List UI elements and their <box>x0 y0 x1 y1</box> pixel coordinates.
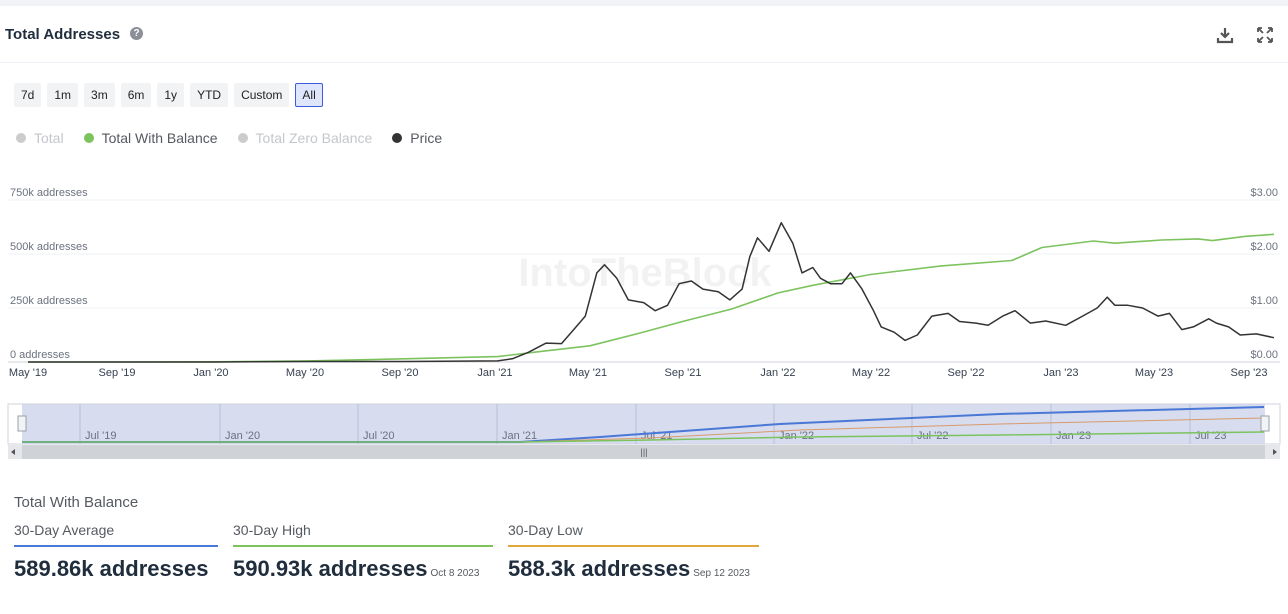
navigator-right-handle <box>1260 415 1270 432</box>
stat-value-text: 588.3k addresses <box>508 556 691 581</box>
legend-item-price[interactable]: Price <box>392 130 442 146</box>
x-tick-label: Sep '22 <box>948 367 985 379</box>
stat-label: 30-Day High <box>233 522 311 538</box>
y-left-tick-label: 500k addresses <box>10 241 88 253</box>
stats-title: Total With Balance <box>14 494 139 511</box>
stat-value-text: 590.93k addresses <box>233 556 428 581</box>
legend-item-total-with-balance[interactable]: Total With Balance <box>83 130 218 146</box>
widget-title: Total Addresses <box>5 26 121 43</box>
stat-30-day-low: 30-Day Low 588.3k addresses Sep 12 2023 <box>508 522 759 582</box>
x-tick-label: May '22 <box>852 367 890 379</box>
legend-label-total: Total <box>34 130 64 146</box>
navigator-selection <box>22 404 1265 444</box>
scroll-left-arrow-icon <box>11 449 15 455</box>
legend-item-total-zero-balance[interactable]: Total Zero Balance <box>237 130 373 146</box>
stat-date: Oct 8 2023 <box>430 568 480 579</box>
range-selector: 7d 1m 3m 6m 1y YTD Custom All <box>14 83 323 107</box>
y-right-tick-label: $3.00 <box>1250 187 1278 199</box>
price-line <box>28 221 1275 363</box>
x-tick-label: Jan '20 <box>193 367 228 379</box>
navigator-scrollbar-thumb <box>22 445 1265 459</box>
x-tick-label: Jan '23 <box>1043 367 1078 379</box>
x-tick-label: May '20 <box>286 367 324 379</box>
x-tick-label: Sep '20 <box>382 367 419 379</box>
range-1m-button[interactable]: 1m <box>47 83 79 107</box>
stat-underline <box>233 545 493 547</box>
stat-underline <box>508 545 759 547</box>
stat-label: 30-Day Low <box>508 522 583 538</box>
navigator-balance-line <box>22 431 1265 443</box>
x-tick-label: Sep '23 <box>1231 367 1268 379</box>
download-icon[interactable] <box>1216 26 1234 44</box>
range-7d-button[interactable]: 7d <box>14 83 42 107</box>
navigator-label: Jul '20 <box>363 430 394 442</box>
stat-value: 590.93k addresses Oct 8 2023 <box>233 556 493 582</box>
range-3m-button[interactable]: 3m <box>84 83 115 107</box>
legend-dot-total <box>16 133 26 143</box>
stat-value: 589.86k addresses <box>14 556 218 582</box>
stat-30-day-average: 30-Day Average 589.86k addresses <box>14 522 218 582</box>
watermark: IntoTheBlock <box>518 251 772 295</box>
stat-underline <box>14 545 218 547</box>
legend-dot-total-with-balance <box>83 133 94 143</box>
x-tick-label: Sep '19 <box>99 367 136 379</box>
legend-label-total-with-balance: Total With Balance <box>101 130 218 146</box>
chart-legend: Total Total With Balance Total Zero Bala… <box>16 130 442 146</box>
y-left-tick-label: 750k addresses <box>10 187 88 199</box>
widget-header: Total Addresses ? <box>0 6 1288 63</box>
navigator-left-handle <box>17 415 27 432</box>
navigator-label: Jan '22 <box>779 430 814 442</box>
stat-value: 588.3k addresses Sep 12 2023 <box>508 556 759 582</box>
legend-item-total[interactable]: Total <box>16 130 64 146</box>
legend-label-price: Price <box>410 130 443 146</box>
stat-label: 30-Day Average <box>14 522 115 538</box>
range-6m-button[interactable]: 6m <box>120 83 152 107</box>
stat-value-text: 589.86k addresses <box>14 556 209 581</box>
x-tick-label: Jan '22 <box>760 367 795 379</box>
range-ytd-button[interactable]: YTD <box>190 83 229 107</box>
legend-label-total-zero-balance: Total Zero Balance <box>255 130 373 146</box>
main-chart[interactable]: IntoTheBlock 750k addresses 500k addresse… <box>0 0 1288 470</box>
x-tick-label: May '19 <box>9 367 47 379</box>
x-tick-label: May '21 <box>569 367 607 379</box>
navigator-label: Jan '21 <box>502 430 537 442</box>
navigator-label: Jan '23 <box>1056 430 1091 442</box>
stat-30-day-high: 30-Day High 590.93k addresses Oct 8 2023 <box>233 522 493 582</box>
y-left-tick-label: 0 addresses <box>10 349 70 361</box>
y-right-tick-label: $1.00 <box>1250 295 1278 307</box>
range-all-button[interactable]: All <box>295 83 323 107</box>
fullscreen-icon[interactable] <box>1256 26 1274 44</box>
range-1y-button[interactable]: 1y <box>157 83 185 107</box>
legend-dot-total-zero-balance <box>237 133 248 143</box>
y-left-tick-label: 250k addresses <box>10 295 88 307</box>
navigator-label: Jan '20 <box>225 430 260 442</box>
range-custom-button[interactable]: Custom <box>234 83 290 107</box>
y-right-tick-label: $0.00 <box>1250 349 1278 361</box>
top-strip <box>0 0 1288 6</box>
x-tick-label: Jan '21 <box>477 367 512 379</box>
navigator-scrollbar-grip: ||| <box>640 447 647 457</box>
help-icon[interactable]: ? <box>130 27 143 40</box>
legend-dot-price <box>392 133 403 143</box>
navigator-label: Jul '19 <box>85 430 116 442</box>
scroll-right-arrow-icon <box>1273 449 1277 455</box>
y-right-tick-label: $2.00 <box>1250 241 1278 253</box>
total-with-balance-line <box>28 233 1275 363</box>
x-tick-label: Sep '21 <box>665 367 702 379</box>
stat-date: Sep 12 2023 <box>693 568 750 579</box>
x-tick-label: May '23 <box>1135 367 1173 379</box>
